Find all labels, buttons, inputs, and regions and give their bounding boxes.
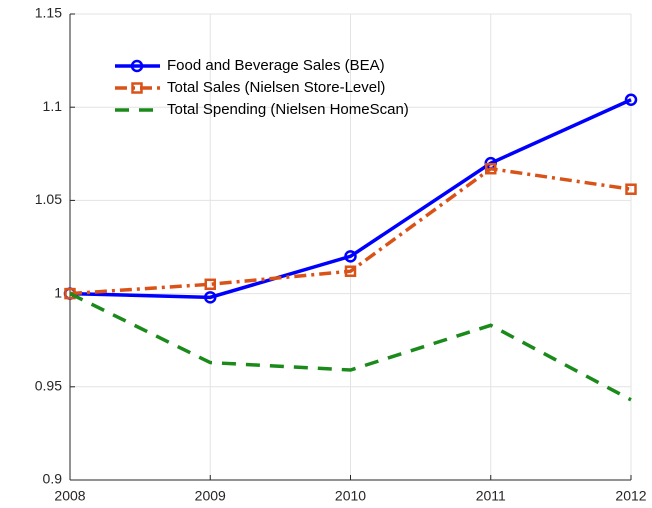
x-tick-label: 2011 bbox=[476, 488, 506, 504]
legend-label: Food and Beverage Sales (BEA) bbox=[167, 57, 385, 74]
legend-label: Total Sales (Nielsen Store-Level) bbox=[167, 79, 385, 96]
marker bbox=[344, 250, 357, 263]
series-line bbox=[69, 98, 632, 300]
y-tick-label: 1.15 bbox=[35, 5, 62, 21]
series-line bbox=[69, 166, 632, 296]
y-tick-label: 0.9 bbox=[43, 471, 63, 487]
marker bbox=[624, 93, 638, 106]
y-tick-label: 1.1 bbox=[43, 98, 63, 114]
y-tick-label: 1.05 bbox=[35, 191, 62, 207]
x-tick-label: 2008 bbox=[54, 488, 85, 504]
marker bbox=[625, 183, 637, 195]
legend-marker bbox=[130, 59, 144, 73]
marker bbox=[344, 265, 357, 277]
series-line bbox=[69, 292, 632, 402]
marker bbox=[204, 291, 217, 304]
x-tick-label: 2010 bbox=[335, 488, 366, 504]
legend-label: Total Spending (Nielsen HomeScan) bbox=[167, 101, 409, 118]
x-tick-label: 2009 bbox=[195, 488, 226, 504]
marker bbox=[204, 278, 216, 291]
y-tick-label: 1 bbox=[54, 284, 62, 300]
x-tick-label: 2012 bbox=[615, 488, 646, 504]
marker bbox=[485, 162, 497, 175]
legend-marker bbox=[131, 82, 143, 94]
marker bbox=[64, 287, 76, 300]
y-tick-label: 0.95 bbox=[35, 378, 62, 394]
